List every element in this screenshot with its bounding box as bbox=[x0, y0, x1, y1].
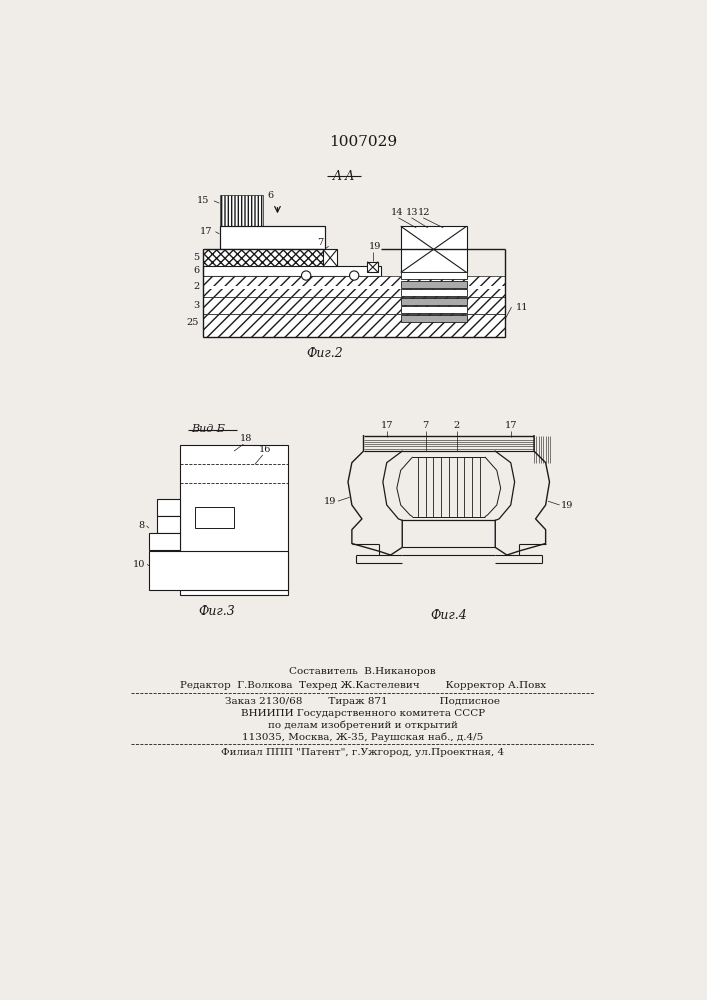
Bar bbox=[401, 226, 467, 272]
Text: 3: 3 bbox=[193, 301, 199, 310]
Text: 19: 19 bbox=[369, 242, 381, 251]
Text: ВНИИПИ Государственного комитета СССР: ВНИИПИ Государственного комитета СССР bbox=[240, 709, 485, 718]
Text: 17: 17 bbox=[200, 227, 212, 236]
Bar bbox=[220, 226, 325, 249]
Text: 8: 8 bbox=[139, 521, 145, 530]
Bar bbox=[203, 266, 381, 276]
Text: 17: 17 bbox=[380, 421, 393, 430]
Bar bbox=[203, 276, 506, 297]
Text: 6: 6 bbox=[267, 191, 274, 200]
Bar bbox=[401, 281, 467, 288]
Text: Фиг.3: Фиг.3 bbox=[198, 605, 235, 618]
Text: 25: 25 bbox=[187, 318, 199, 327]
Text: Фиг.2: Фиг.2 bbox=[306, 347, 343, 360]
Bar bbox=[368, 262, 378, 272]
Circle shape bbox=[349, 271, 359, 280]
Bar bbox=[220, 195, 263, 226]
Text: 18: 18 bbox=[240, 434, 252, 443]
Bar bbox=[203, 286, 506, 289]
Bar bbox=[195, 507, 234, 528]
Text: 2: 2 bbox=[453, 421, 460, 430]
Circle shape bbox=[301, 271, 311, 280]
Bar bbox=[401, 298, 467, 305]
Text: Заказ 2130/68        Тираж 871                Подписное: Заказ 2130/68 Тираж 871 Подписное bbox=[226, 698, 501, 706]
Bar bbox=[323, 249, 337, 266]
Text: Фиг.4: Фиг.4 bbox=[431, 609, 467, 622]
Bar bbox=[401, 315, 467, 322]
Text: 7: 7 bbox=[422, 421, 428, 430]
Text: 15: 15 bbox=[197, 196, 209, 205]
Text: 17: 17 bbox=[505, 421, 517, 430]
Text: Филиал ППП "Патент", г.Ужгород, ул.Проектная, 4: Филиал ППП "Патент", г.Ужгород, ул.Проек… bbox=[221, 748, 504, 757]
Text: Составитель  В.Никаноров: Составитель В.Никаноров bbox=[289, 667, 436, 676]
Text: 2: 2 bbox=[193, 282, 199, 291]
Bar bbox=[401, 289, 467, 296]
Text: 6: 6 bbox=[193, 266, 199, 275]
Text: Редактор  Г.Волкова  Техред Ж.Кастелевич        Корректор А.Повх: Редактор Г.Волкова Техред Ж.Кастелевич К… bbox=[180, 681, 546, 690]
Bar bbox=[203, 314, 506, 337]
Text: 113035, Москва, Ж-35, Раушская наб., д.4/5: 113035, Москва, Ж-35, Раушская наб., д.4… bbox=[242, 732, 484, 742]
Text: 5: 5 bbox=[193, 253, 199, 262]
Text: 14: 14 bbox=[390, 208, 403, 217]
Bar bbox=[203, 297, 506, 314]
Text: A-A: A-A bbox=[333, 170, 355, 183]
Text: 11: 11 bbox=[515, 303, 528, 312]
Text: 13: 13 bbox=[406, 208, 419, 217]
Text: 12: 12 bbox=[418, 208, 430, 217]
Text: 19: 19 bbox=[561, 500, 573, 510]
Bar bbox=[203, 249, 323, 266]
Text: 19: 19 bbox=[324, 497, 337, 506]
Text: 7: 7 bbox=[317, 238, 323, 247]
Text: по делам изобретений и открытий: по делам изобретений и открытий bbox=[268, 721, 457, 730]
Text: 1007029: 1007029 bbox=[329, 135, 397, 149]
Bar bbox=[401, 272, 467, 279]
Bar bbox=[156, 499, 180, 516]
Bar bbox=[180, 445, 288, 595]
Bar bbox=[149, 533, 180, 550]
Bar bbox=[149, 551, 288, 590]
Text: Вид Б: Вид Б bbox=[192, 424, 226, 434]
Bar bbox=[156, 516, 180, 533]
Bar bbox=[401, 306, 467, 313]
Text: 10: 10 bbox=[133, 560, 145, 569]
Text: 16: 16 bbox=[259, 445, 271, 454]
